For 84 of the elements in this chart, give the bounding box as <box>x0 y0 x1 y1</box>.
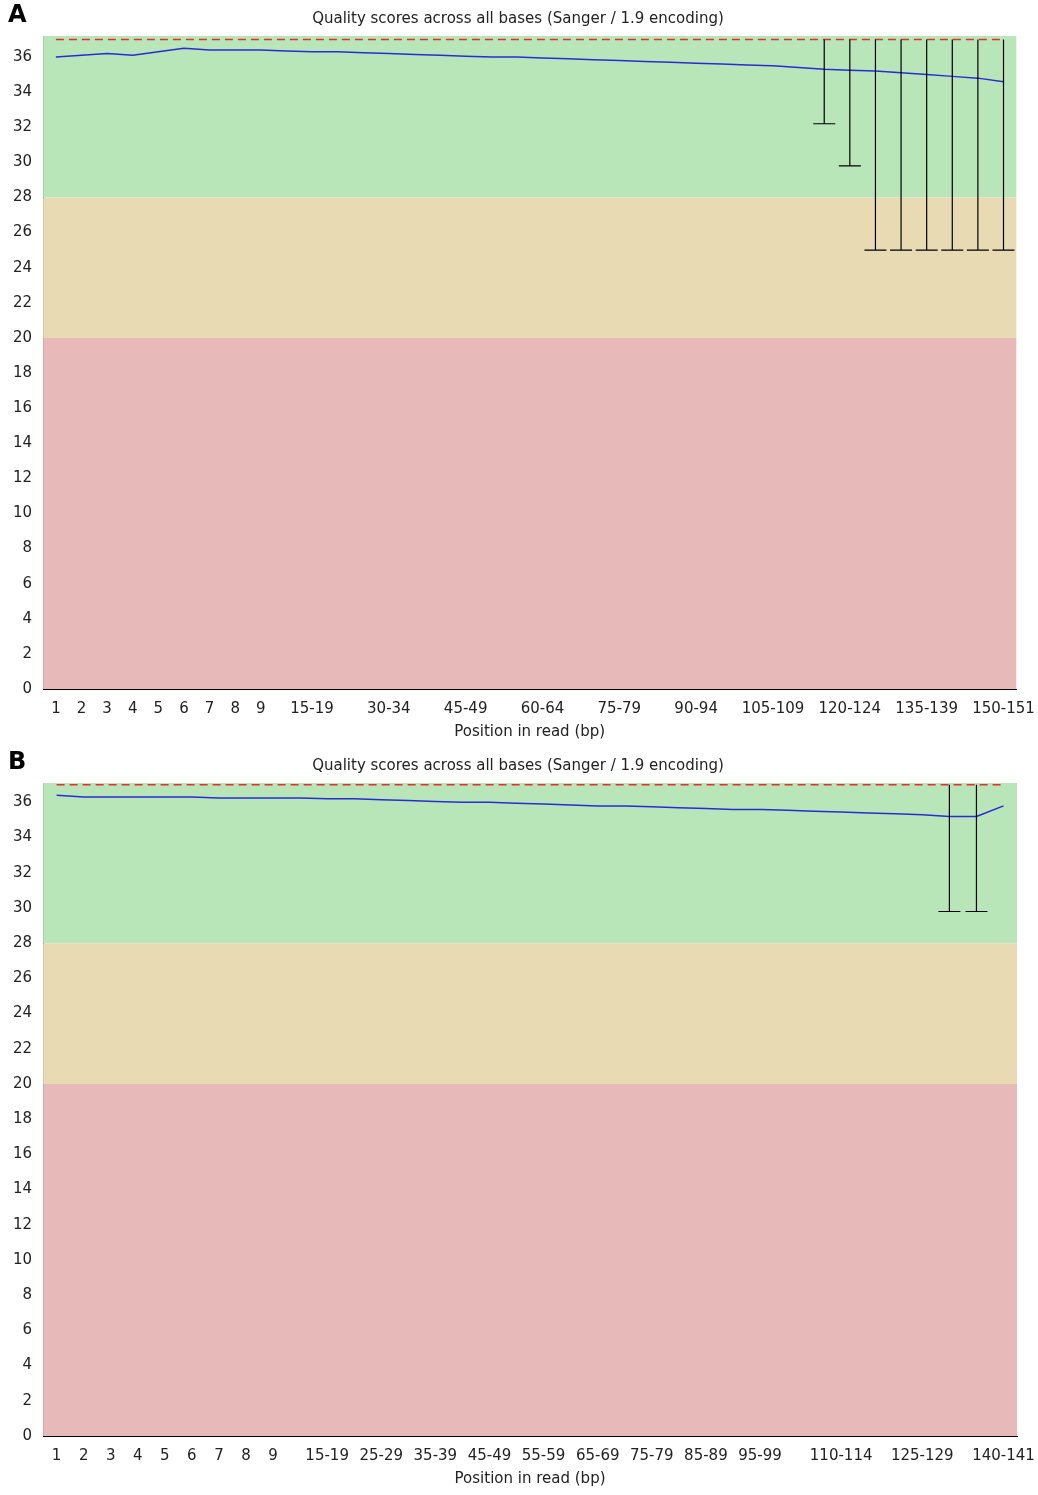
y-tick-label: 18 <box>12 362 33 381</box>
x-tick-label: 75-79 <box>630 1445 674 1464</box>
x-tick-label: 9 <box>268 1445 278 1464</box>
x-tick-label: 8 <box>241 1445 251 1464</box>
x-tick-label: 95-99 <box>738 1445 782 1464</box>
y-tick-label: 2 <box>22 1390 33 1409</box>
x-tick-label: 5 <box>160 1445 170 1464</box>
x-tick-label: 8 <box>230 698 240 717</box>
x-tick-label: 1 <box>51 698 61 717</box>
x-tick-label: 85-89 <box>684 1445 728 1464</box>
y-tick-label: 30 <box>12 152 33 171</box>
text: A <box>8 0 27 29</box>
x-tick-label: 60-64 <box>520 698 565 717</box>
x-tick-label: 9 <box>256 698 266 717</box>
y-tick-label: 16 <box>12 1144 33 1163</box>
x-tick-label: 7 <box>204 698 215 717</box>
x-tick-label: 30-34 <box>367 698 411 717</box>
y-tick-label: 34 <box>12 82 33 101</box>
x-tick-label: 25-29 <box>359 1445 404 1464</box>
y-tick-label: 16 <box>12 398 33 417</box>
y-tick-label: 24 <box>12 1003 33 1022</box>
y-tick-label: 8 <box>22 1285 33 1304</box>
x-tick-label: 140-141 <box>972 1445 1035 1464</box>
x-tick-label: 6 <box>187 1445 197 1464</box>
x-tick-label: 4 <box>127 698 138 717</box>
x-tick-label: 1 <box>51 1445 62 1464</box>
y-tick-label: 0 <box>22 678 33 697</box>
x-tick-label: 110-114 <box>809 1445 873 1464</box>
x-tick-label: 55-59 <box>521 1445 566 1464</box>
y-tick-label: 12 <box>12 468 33 487</box>
x-tick-label: 75-79 <box>597 698 642 717</box>
x-tick-label: 15-19 <box>305 1445 349 1464</box>
x-tick-label: 105-109 <box>741 698 805 717</box>
y-tick-label: 12 <box>12 1214 33 1233</box>
y-tick-label: 2 <box>22 643 33 662</box>
y-tick-label: 26 <box>12 968 33 987</box>
x-tick-label: 45-49 <box>467 1445 512 1464</box>
y-tick-label: 20 <box>12 1073 33 1092</box>
x-tick-label: 2 <box>78 1445 89 1464</box>
x-tick-label: 150-151 <box>972 698 1035 717</box>
x-tick-label: 3 <box>105 1445 116 1464</box>
y-tick-label: 32 <box>12 862 33 881</box>
y-tick-label: 30 <box>12 897 33 916</box>
y-tick-label: 28 <box>12 187 33 206</box>
y-tick-label: 20 <box>12 327 33 346</box>
x-tick-label: 3 <box>102 698 112 717</box>
y-tick-label: 6 <box>22 573 33 592</box>
x-tick-label: 120-124 <box>818 698 882 717</box>
x-tick-label: 15-19 <box>290 698 334 717</box>
y-tick-label: 10 <box>12 1249 33 1268</box>
text: B <box>8 747 27 776</box>
y-tick-label: 36 <box>12 792 33 811</box>
y-tick-label: 4 <box>22 1355 33 1374</box>
x-tick-label: 7 <box>214 1445 224 1464</box>
x-tick-label: 2 <box>76 698 87 717</box>
y-tick-label: 14 <box>12 1179 33 1198</box>
y-tick-label: 10 <box>12 503 33 522</box>
x-axis-title: Position in read (bp) <box>454 1468 606 1487</box>
x-tick-label: 5 <box>153 698 164 717</box>
x-tick-label: 90-94 <box>674 698 718 717</box>
x-tick-label: 45-49 <box>443 698 488 717</box>
y-tick-label: 34 <box>12 827 33 846</box>
x-tick-label: 4 <box>133 1445 143 1464</box>
x-axis-title: Position in read (bp) <box>454 721 606 740</box>
x-tick-label: 135-139 <box>895 698 959 717</box>
y-tick-label: 28 <box>12 933 33 952</box>
y-tick-label: 4 <box>22 608 33 627</box>
x-tick-label: 6 <box>179 698 189 717</box>
y-tick-label: 6 <box>22 1320 33 1339</box>
y-tick-label: 36 <box>12 46 33 65</box>
x-tick-label: 125-129 <box>890 1445 954 1464</box>
chart-title: Quality scores across all bases (Sanger / 1.9 encoding) <box>312 755 724 774</box>
x-tick-label: 35-39 <box>413 1445 458 1464</box>
y-tick-label: 14 <box>12 433 33 452</box>
y-tick-label: 22 <box>12 292 33 311</box>
y-tick-label: 18 <box>12 1109 33 1128</box>
y-tick-label: 26 <box>12 222 33 241</box>
y-tick-label: 8 <box>22 538 33 557</box>
y-tick-label: 0 <box>22 1425 33 1444</box>
chart-title: Quality scores across all bases (Sanger / 1.9 encoding) <box>312 8 724 27</box>
y-tick-label: 24 <box>12 257 33 276</box>
y-tick-label: 32 <box>12 117 33 136</box>
y-tick-label: 22 <box>12 1038 33 1057</box>
x-tick-label: 65-69 <box>575 1445 620 1464</box>
